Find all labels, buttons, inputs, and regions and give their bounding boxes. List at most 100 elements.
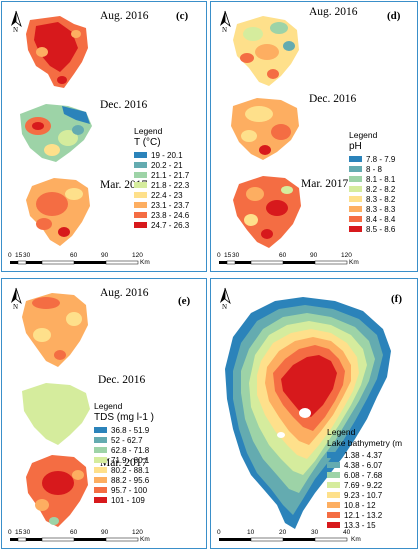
map-mar-2017 <box>233 176 301 248</box>
scale-tick: 60 <box>70 529 78 536</box>
legend-swatch <box>94 447 107 453</box>
scale-tick: 15 <box>224 252 232 259</box>
legend-swatch <box>134 212 147 218</box>
date-label-aug-2016: Aug. 2016 <box>100 287 149 299</box>
legend-swatch <box>94 497 107 503</box>
legend-variable: Lake bathymetry (m <box>327 438 403 448</box>
legend-variable: pH <box>349 141 362 152</box>
panel-label: (e) <box>178 295 191 307</box>
legend-class-label: 7.69 - 9.22 <box>344 480 383 490</box>
legend-swatch <box>349 226 362 232</box>
legend-row: 95.7 - 100 <box>94 485 154 495</box>
legend-swatch <box>327 492 340 498</box>
legend-rows: 1.38 - 4.37 4.38 - 6.07 6.08 - 7.68 7.69 - … <box>327 450 402 530</box>
scale-tick: 30 <box>232 252 240 259</box>
scale-tick: 30 <box>23 252 31 259</box>
north-arrow-icon <box>220 287 231 305</box>
scale-tick: 120 <box>132 252 143 259</box>
north-label: N <box>13 303 19 311</box>
scale-unit: Km <box>351 536 361 543</box>
bathymetry-map <box>219 287 391 542</box>
scale-tick: 0 <box>217 252 221 259</box>
legend-class-label: 62.8 - 71.8 <box>111 445 150 455</box>
legend-swatch <box>349 196 362 202</box>
legend-row: 23.1 - 23.7 <box>134 200 189 210</box>
legend-title: Legend <box>94 401 123 411</box>
legend-swatch <box>134 162 147 168</box>
legend-class-label: 71.9 - 80.1 <box>111 455 150 465</box>
legend-swatch <box>349 216 362 222</box>
scale-tick: 0 <box>8 529 12 536</box>
legend-row: 101 - 109 <box>94 495 154 505</box>
legend-class-label: 4.38 - 6.07 <box>344 460 383 470</box>
map-dec-2016 <box>22 383 90 445</box>
legend-swatch <box>134 192 147 198</box>
legend-class-label: 12.1 - 13.2 <box>344 510 383 520</box>
legend-swatch <box>94 437 107 443</box>
ph-maps <box>219 10 348 265</box>
north-label: N <box>222 303 228 311</box>
scale-tick: 120 <box>132 529 143 536</box>
map-dec-2016 <box>20 104 92 162</box>
legend-variable: T (°C) <box>134 137 161 148</box>
legend: Legend TDS (mg l-1 ) 36.8 - 51.9 52 - 62.… <box>94 401 154 505</box>
legend-class-label: 22.4 - 23 <box>151 190 183 200</box>
scale-tick: 30 <box>311 529 319 536</box>
legend-swatch <box>349 186 362 192</box>
legend-row: 80.2 - 88.1 <box>94 465 154 475</box>
legend-swatch <box>94 477 107 483</box>
panel-ph: N (d) Aug. 2016 Dec. 2016 Mar. 2017 Lege… <box>210 1 418 272</box>
scale-tick: 60 <box>279 252 287 259</box>
legend-swatch <box>94 427 107 433</box>
scale-tick: 120 <box>341 252 352 259</box>
date-label-mar-2017: Mar. 2017 <box>100 457 148 469</box>
scale-tick: 10 <box>247 529 255 536</box>
scale-tick: 0 <box>8 252 12 259</box>
legend-class-label: 7.8 - 7.9 <box>366 154 396 164</box>
legend-class-label: 9.23 - 10.7 <box>344 490 383 500</box>
legend-row: 8 - 8 <box>349 164 395 174</box>
legend-row: 7.8 - 7.9 <box>349 154 395 164</box>
scale-tick: 90 <box>101 529 109 536</box>
legend-row: 21.8 - 22.3 <box>134 180 189 190</box>
legend-swatch <box>349 156 362 162</box>
legend-row: 23.8 - 24.6 <box>134 210 189 220</box>
legend-title: Legend <box>327 427 356 437</box>
scale-unit: Km <box>349 259 359 266</box>
legend-class-label: 88.2 - 95.6 <box>111 475 150 485</box>
legend-class-label: 95.7 - 100 <box>111 485 148 495</box>
legend-row: 20.2 - 21 <box>134 160 189 170</box>
temperature-maps <box>10 10 139 265</box>
legend-row: 88.2 - 95.6 <box>94 475 154 485</box>
legend-swatch <box>134 202 147 208</box>
map-aug-2016 <box>22 293 88 367</box>
legend-variable: TDS (mg l-1 ) <box>94 412 154 423</box>
legend-class-label: 8.1 - 8.1 <box>366 174 396 184</box>
date-label-aug-2016: Aug. 2016 <box>309 6 358 18</box>
scale-tick: 15 <box>15 252 23 259</box>
scale-tick: 60 <box>70 252 78 259</box>
legend-swatch <box>134 222 147 228</box>
date-label-dec-2016: Dec. 2016 <box>309 93 357 105</box>
legend-row: 36.8 - 51.9 <box>94 425 154 435</box>
legend-swatch <box>349 176 362 182</box>
date-label-dec-2016: Dec. 2016 <box>98 374 146 386</box>
legend-row: 6.08 - 7.68 <box>327 470 402 480</box>
legend-row: 7.69 - 9.22 <box>327 480 402 490</box>
legend-class-label: 23.1 - 23.7 <box>151 200 190 210</box>
legend-class-label: 6.08 - 7.68 <box>344 470 383 480</box>
legend-class-label: 23.8 - 24.6 <box>151 210 190 220</box>
legend-class-label: 8.4 - 8.4 <box>366 214 396 224</box>
legend-swatch <box>327 462 340 468</box>
legend-class-label: 20.2 - 21 <box>151 160 183 170</box>
legend-row: 4.38 - 6.07 <box>327 460 402 470</box>
scale-tick: 40 <box>343 529 351 536</box>
legend: Legend Lake bathymetry (m 1.38 - 4.37 4.3… <box>327 427 402 530</box>
legend-rows: 19 - 20.1 20.2 - 21 21.1 - 21.7 21.8 - 22.3… <box>134 150 189 230</box>
legend-swatch <box>134 182 147 188</box>
date-label-dec-2016: Dec. 2016 <box>100 99 148 111</box>
legend-row: 12.1 - 13.2 <box>327 510 402 520</box>
legend-class-label: 19 - 20.1 <box>151 150 183 160</box>
legend-row: 10.8 - 12 <box>327 500 402 510</box>
legend-row: 71.9 - 80.1 <box>94 455 154 465</box>
